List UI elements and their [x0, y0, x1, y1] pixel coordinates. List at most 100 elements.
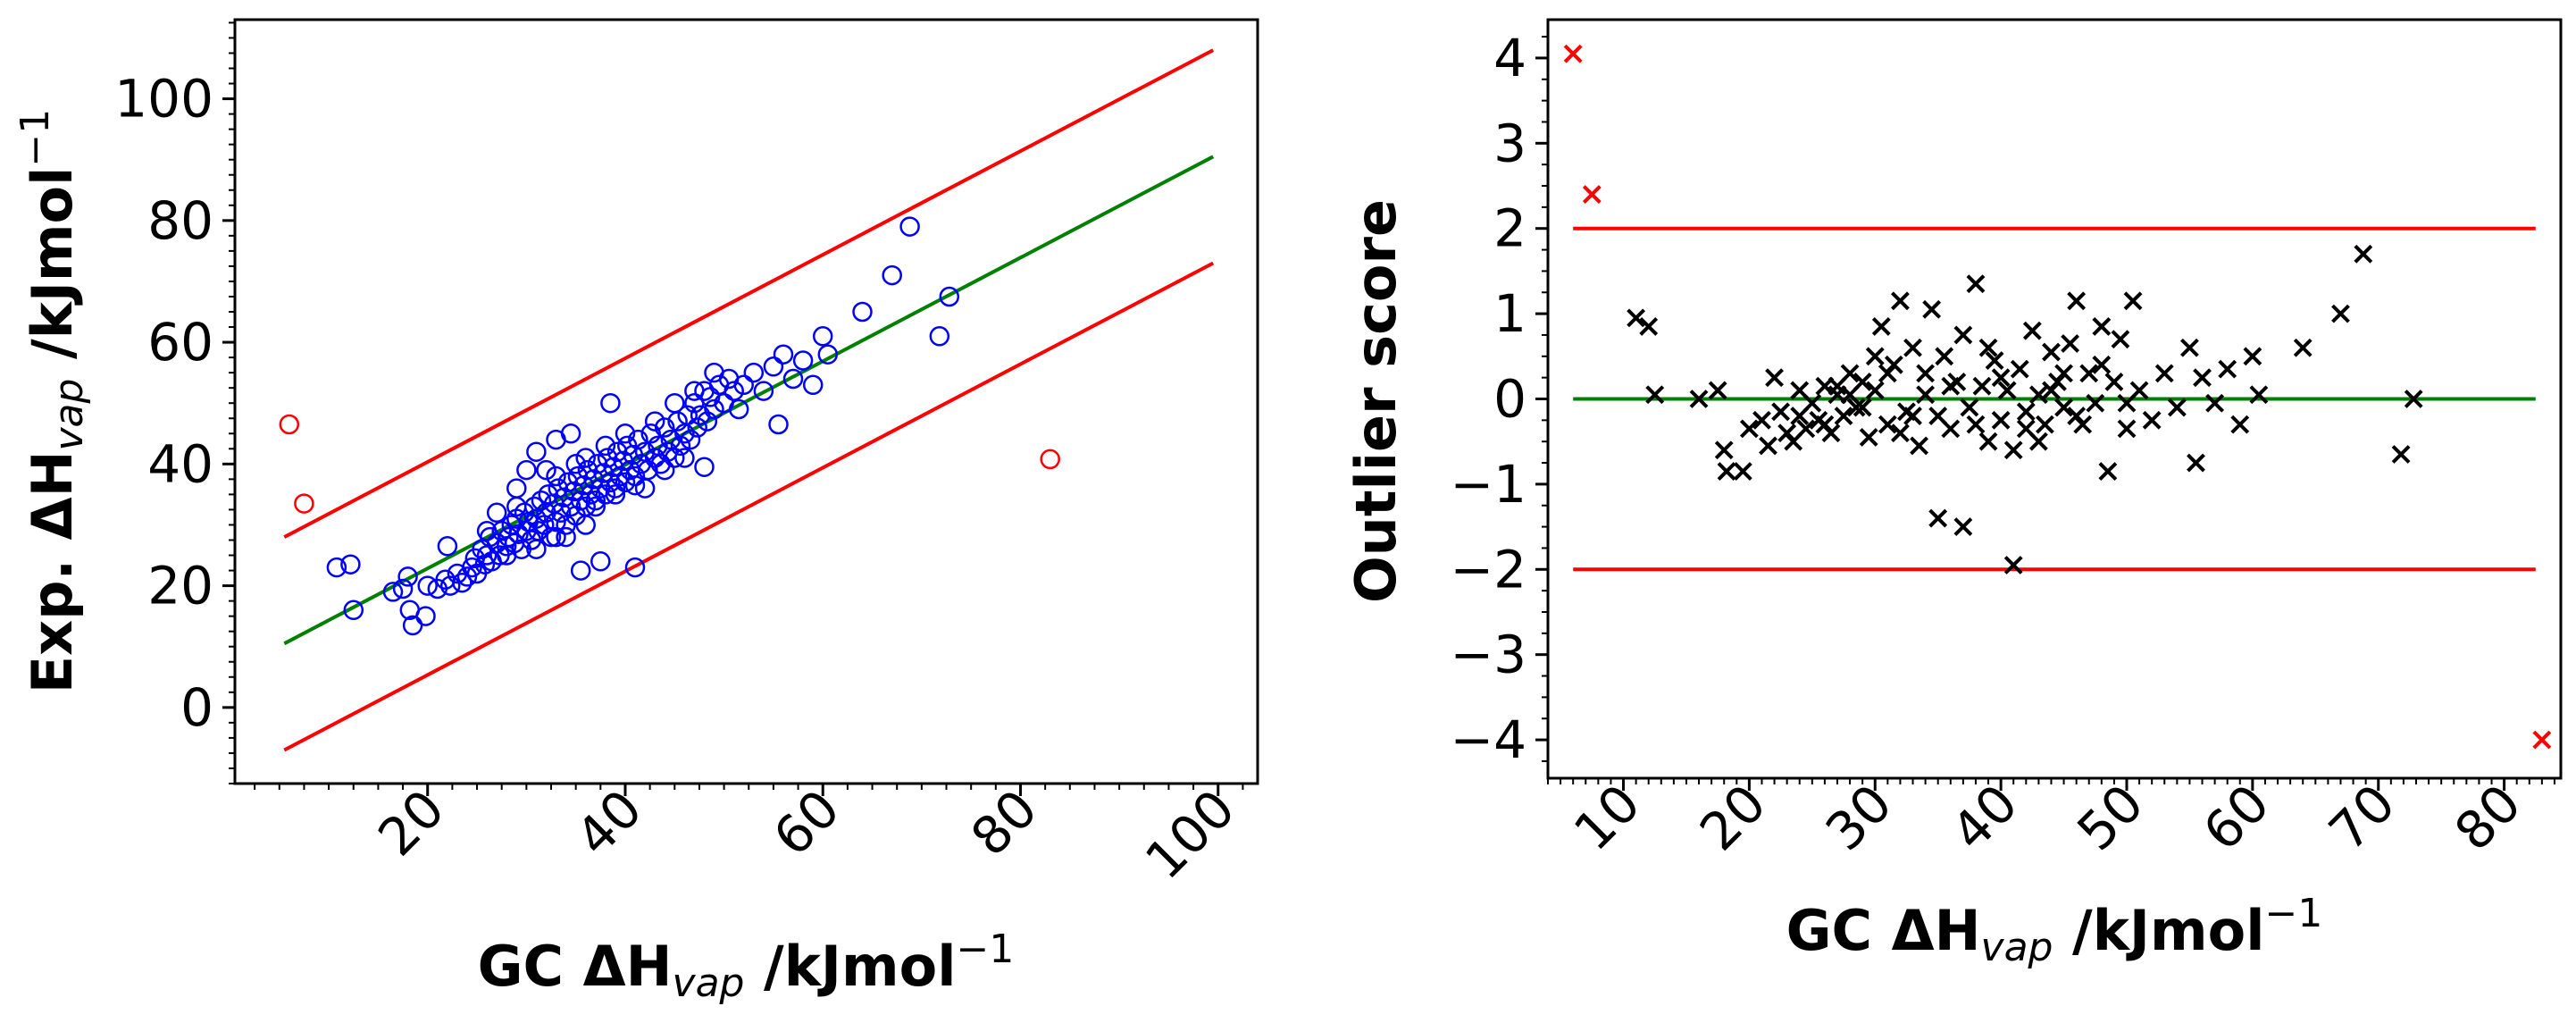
right-point-71 — [2154, 364, 2174, 383]
left-point-133 — [526, 441, 547, 462]
left-ytick-label-0: 0 — [180, 677, 213, 738]
right-xtick-label-4: 50 — [2066, 773, 2155, 862]
right-point-72-stroke-b — [2167, 398, 2187, 417]
left-line-upper-bound — [283, 48, 1215, 539]
right-point-92 — [1827, 376, 1847, 396]
right-point-89-stroke-b — [1903, 407, 1922, 425]
right-point-71-stroke-b — [2154, 364, 2174, 383]
right-point-59-stroke-b — [2067, 291, 2087, 311]
right-xtick-label-2: 30 — [1814, 773, 1903, 862]
right-point-3 — [1689, 390, 1709, 408]
right-point-77-stroke-b — [2218, 359, 2237, 379]
right-point-39-stroke-b — [1941, 419, 1961, 439]
right-point-47-stroke-b — [1991, 410, 2011, 430]
right-point-91-stroke-b — [1853, 398, 1872, 417]
right-point-24 — [1846, 398, 1866, 417]
right-point-outlier-1 — [1582, 185, 1602, 204]
right-point-85 — [2404, 390, 2423, 408]
left-ytick-label-1: 20 — [147, 556, 213, 616]
right-point-6-stroke-b — [1717, 462, 1736, 481]
right-point-1 — [1639, 317, 1659, 336]
right-point-107-stroke-b — [1978, 338, 1998, 357]
right-point-47 — [1991, 410, 2011, 430]
right-point-106-stroke-b — [1790, 381, 1810, 400]
left-point-64 — [585, 490, 606, 511]
right-point-45 — [1978, 432, 1998, 451]
right-point-73-stroke-b — [2180, 338, 2199, 357]
right-point-104 — [1815, 415, 1835, 434]
left-point-130 — [624, 557, 646, 578]
right-point-100-stroke-b — [2092, 355, 2112, 374]
right-point-53-stroke-b — [2028, 385, 2048, 405]
right-point-49-stroke-b — [2003, 440, 2023, 460]
right-point-90 — [1878, 364, 1897, 383]
left-scatter-chart: 0 20 40 60 80 100 20 40 60 80 100 GC ΔHvap /kJmol−… — [13, 18, 1259, 1006]
left-point-144 — [654, 459, 675, 481]
left-point-111 — [743, 362, 765, 383]
right-point-89 — [1903, 407, 1922, 425]
right-point-70 — [2142, 410, 2162, 430]
right-point-98-stroke-b — [2042, 381, 2061, 400]
right-point-38-stroke-b — [1935, 347, 1954, 366]
right-ytick-label-3: 1 — [1493, 283, 1526, 344]
left-point-157 — [565, 454, 586, 474]
right-point-11-stroke-b — [1765, 368, 1784, 388]
right-point-58-stroke-b — [2061, 334, 2080, 353]
left-point-131 — [546, 429, 566, 450]
right-point-22-stroke-b — [1834, 407, 1853, 425]
right-point-106 — [1790, 381, 1810, 400]
right-point-48 — [1997, 381, 2017, 400]
right-point-90-stroke-b — [1878, 364, 1897, 383]
right-point-67-stroke-b — [2117, 419, 2137, 439]
right-point-42-stroke-b — [1960, 398, 1979, 417]
left-point-151 — [575, 515, 596, 535]
right-ytick-label-8: −4 — [1451, 709, 1527, 770]
right-point-59 — [2067, 291, 2087, 311]
right-point-38 — [1935, 347, 1954, 366]
left-xtick-label-4: 100 — [1133, 778, 1246, 891]
right-point-87-stroke-b — [1953, 517, 1973, 537]
right-point-4-stroke-b — [1708, 381, 1727, 400]
left-point-154 — [585, 496, 606, 517]
right-point-101-stroke-b — [2117, 393, 2137, 413]
right-point-34 — [1910, 436, 1928, 456]
right-point-108 — [2028, 432, 2048, 451]
left-point-145 — [674, 448, 695, 468]
left-y-axis-label: Exp. ΔHvap /kJmol−1 — [13, 109, 92, 694]
right-point-outlier-1-stroke-b — [1582, 185, 1602, 204]
left-plot-frame — [233, 18, 1259, 785]
right-point-79 — [2243, 347, 2262, 366]
right-point-76 — [2205, 393, 2225, 413]
right-point-0-stroke-b — [1627, 308, 1646, 328]
left-point-115 — [773, 344, 794, 365]
right-point-49 — [2003, 440, 2023, 460]
right-point-81-stroke-b — [2293, 338, 2313, 357]
left-point-15 — [452, 572, 473, 593]
left-point-135 — [506, 478, 527, 499]
right-point-75 — [2193, 368, 2212, 388]
left-point-91 — [660, 429, 682, 450]
right-point-95-stroke-b — [1966, 415, 1986, 434]
right-point-26-stroke-b — [1859, 428, 1878, 447]
left-point-86 — [644, 448, 665, 468]
left-point-128 — [570, 560, 591, 581]
right-point-73 — [2180, 338, 2199, 357]
left-point-92 — [665, 448, 685, 468]
right-point-50 — [2010, 359, 2029, 379]
left-axis-ticks: 0 20 40 60 80 100 20 40 60 80 100 — [114, 21, 1247, 891]
right-point-27 — [1865, 381, 1885, 400]
left-point-125 — [939, 286, 960, 307]
left-point-42 — [531, 490, 552, 511]
right-point-64-stroke-b — [2098, 462, 2118, 481]
right-point-107 — [1978, 338, 1998, 357]
right-point-3-stroke-b — [1689, 390, 1709, 408]
right-point-93 — [1916, 385, 1936, 405]
left-point-113 — [763, 356, 784, 377]
right-point-97-stroke-b — [2016, 419, 2036, 439]
left-point-97 — [680, 429, 701, 450]
right-point-44-stroke-b — [1972, 376, 1992, 396]
right-point-109-stroke-b — [2054, 364, 2073, 383]
left-point-153 — [526, 539, 547, 559]
right-point-109 — [2054, 364, 2073, 383]
right-point-11 — [1765, 368, 1784, 388]
